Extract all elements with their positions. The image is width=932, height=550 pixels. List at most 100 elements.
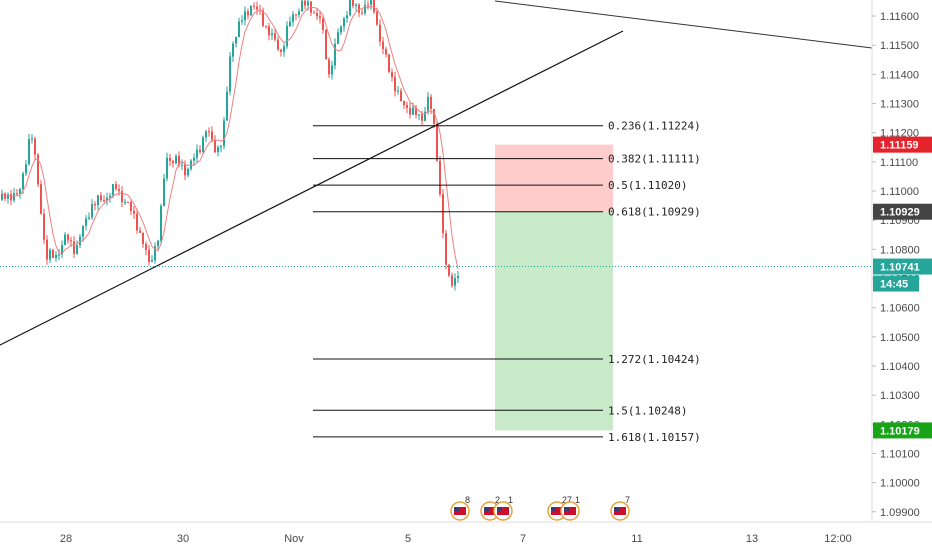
flag-canton-4 xyxy=(551,507,556,511)
candle-body-20 xyxy=(58,254,60,256)
candle-body-41 xyxy=(121,191,123,203)
x-tick-label-7: 13 xyxy=(746,533,758,545)
flag-canton-2 xyxy=(484,507,489,511)
candle-body-135 xyxy=(403,101,405,106)
candle-body-30 xyxy=(88,217,90,219)
price-tag-bg-4 xyxy=(873,422,932,439)
candle-body-91 xyxy=(271,33,273,36)
candle-body-76 xyxy=(226,91,228,121)
candle-body-27 xyxy=(79,236,81,246)
candle-body-22 xyxy=(64,234,66,246)
candle-body-116 xyxy=(346,15,348,19)
candle-body-46 xyxy=(136,213,138,231)
candle-body-50 xyxy=(148,249,150,262)
candle-body-83 xyxy=(247,11,249,16)
candle-body-92 xyxy=(274,33,276,40)
candle-body-42 xyxy=(124,202,126,204)
candle-body-104 xyxy=(310,1,312,13)
candle-body-70 xyxy=(208,131,210,133)
x-tick-label-4: 5 xyxy=(405,533,411,545)
y-tick-label-14: 1.10300 xyxy=(880,390,920,402)
candle-body-98 xyxy=(292,14,294,22)
candle-body-11 xyxy=(31,138,33,140)
candle-body-58 xyxy=(172,160,174,164)
price-tag-3: 1.10741 xyxy=(880,262,920,274)
candle-body-33 xyxy=(97,195,99,206)
fibonacci-extension: 0.236(1.11224) 0.382(1.11111) 0.5(1.11020)… xyxy=(313,120,701,444)
candle-body-37 xyxy=(109,195,111,198)
flag-canton-1 xyxy=(454,507,459,511)
price-tags: 1.11159 1.10929 1.10741 14:45 1.10179 xyxy=(873,136,932,439)
candle-body-43 xyxy=(127,202,129,204)
candle-body-90 xyxy=(268,26,270,36)
candle-body-9 xyxy=(25,164,27,174)
candle-body-31 xyxy=(91,204,93,218)
y-tick-label-16: 1.10100 xyxy=(880,448,920,460)
candle-body-126 xyxy=(376,11,378,25)
candle-body-148 xyxy=(442,194,444,234)
x-tick-label-1: 28 xyxy=(60,533,72,545)
event-marker-3: 1 xyxy=(493,495,513,521)
candle-body-59 xyxy=(175,155,177,164)
candle-body-47 xyxy=(139,230,141,233)
candle-body-119 xyxy=(355,4,357,6)
price-tag-2: 1.10929 xyxy=(880,207,920,219)
candle-body-23 xyxy=(67,234,69,241)
candle-body-28 xyxy=(82,225,84,237)
y-tick-label-17: 1.10000 xyxy=(880,478,920,490)
flag-stripes-4 xyxy=(551,507,563,515)
candle-body-62 xyxy=(184,164,186,176)
candle-body-101 xyxy=(301,0,303,12)
candle-body-49 xyxy=(145,243,147,250)
take-profit-zone xyxy=(495,211,613,431)
candle-body-56 xyxy=(166,157,168,179)
event-count-2: 2 xyxy=(495,495,500,505)
event-count-4: 27 xyxy=(562,495,572,505)
price-tag-bg-2 xyxy=(873,203,932,220)
candle-body-52 xyxy=(154,246,156,261)
price-tag-1: 1.11159 xyxy=(880,140,919,152)
candle-body-136 xyxy=(406,105,408,108)
candle-body-140 xyxy=(418,114,420,116)
flag-canton-6 xyxy=(614,507,619,511)
candle-body-84 xyxy=(250,5,252,16)
candle-body-40 xyxy=(118,189,120,192)
price-tag-bg-1 xyxy=(873,136,932,153)
y-tick-label-11: 1.10600 xyxy=(880,303,920,315)
candle-body-26 xyxy=(76,245,78,254)
candle-body-72 xyxy=(214,139,216,153)
time-axis[interactable]: 28 30 Nov 5 7 11 13 12:00 xyxy=(60,533,852,545)
candle-body-113 xyxy=(337,32,339,44)
candle-body-121 xyxy=(361,12,363,14)
flag-stripes-2 xyxy=(484,507,496,515)
candle-body-137 xyxy=(409,107,411,115)
candle-body-6 xyxy=(16,193,18,195)
flag-stripes-6 xyxy=(614,507,626,515)
candle-body-3 xyxy=(7,194,9,199)
candle-body-109 xyxy=(325,30,327,60)
candle-body-117 xyxy=(349,0,351,16)
price-tag-4: 1.10179 xyxy=(880,425,920,437)
candle-body-80 xyxy=(238,21,240,38)
candle-body-107 xyxy=(319,16,321,19)
candle-body-34 xyxy=(100,195,102,201)
candle-body-133 xyxy=(397,90,399,92)
candle-body-134 xyxy=(400,90,402,102)
countdown-bg xyxy=(873,275,919,292)
x-tick-label-5: 7 xyxy=(520,533,526,545)
candle-body-14 xyxy=(40,184,42,214)
candle-body-125 xyxy=(373,0,375,12)
economic-events[interactable]: 8 2 1 27 1 7 xyxy=(450,495,630,521)
y-tick-label-3: 1.11400 xyxy=(880,69,919,81)
candle-body-88 xyxy=(262,10,264,26)
candle-body-19 xyxy=(55,255,57,258)
moving-average-line xyxy=(1,5,459,269)
fib-level-label-2: 0.382(1.11111) xyxy=(608,153,701,166)
candle-body-54 xyxy=(160,205,162,241)
candle-body-86 xyxy=(256,6,258,10)
candle-body-29 xyxy=(85,218,87,226)
candle-body-99 xyxy=(295,14,297,16)
candle-body-106 xyxy=(316,13,318,17)
ascending-trendline xyxy=(0,30,624,346)
